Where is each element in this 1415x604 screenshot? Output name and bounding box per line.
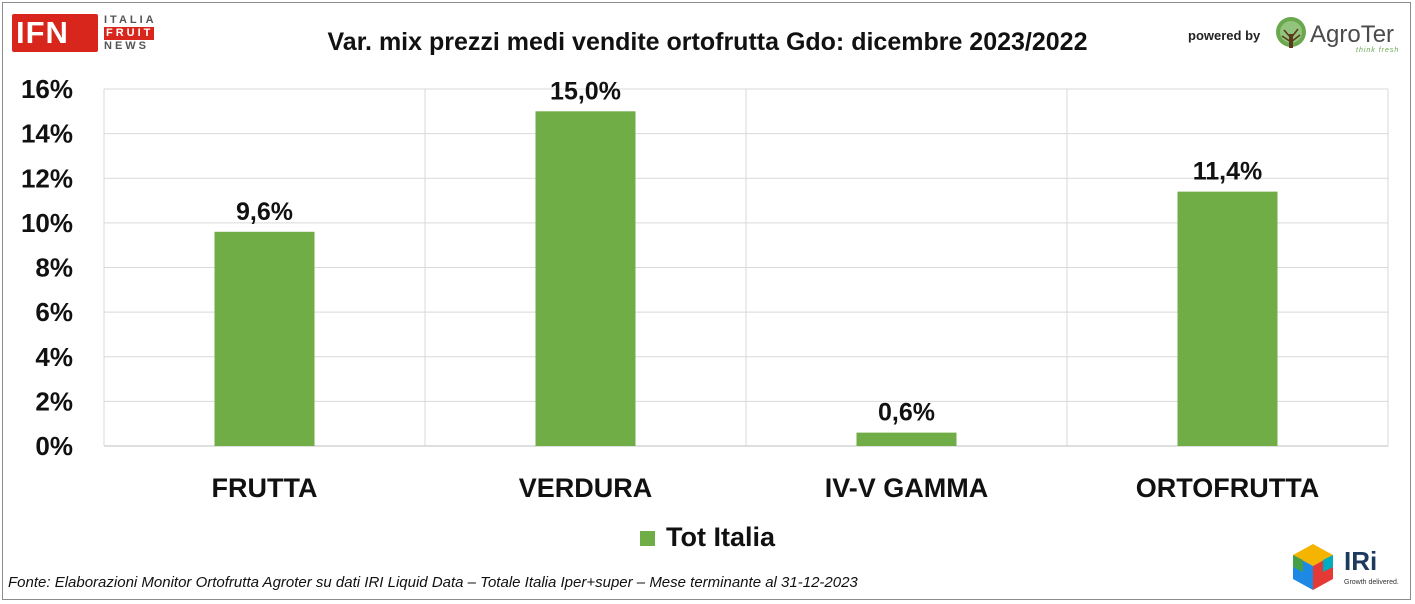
- source-note: Fonte: Elaborazioni Monitor Ortofrutta A…: [8, 574, 858, 591]
- data-label: 11,4%: [1193, 158, 1263, 186]
- y-tick-label: 2%: [35, 386, 73, 416]
- iri-cube-icon: [1293, 544, 1333, 590]
- chart-title: Var. mix prezzi medi vendite ortofrutta …: [327, 28, 1088, 56]
- y-tick-label: 4%: [35, 342, 73, 372]
- agroter-logo: AgroTer think fresh: [1274, 14, 1404, 56]
- y-tick-label: 16%: [21, 74, 73, 104]
- data-label: 9,6%: [236, 198, 293, 226]
- bar: [535, 111, 636, 446]
- ifn-logo-mark: IFN: [16, 15, 69, 50]
- y-tick-label: 10%: [21, 208, 73, 238]
- agroter-tagline: think fresh: [1356, 47, 1400, 54]
- category-label: VERDURA: [519, 473, 653, 503]
- ifn-logo-line1: ITALIA: [104, 14, 157, 26]
- bar: [1177, 191, 1278, 446]
- iri-tagline: Growth delivered.: [1344, 579, 1399, 586]
- y-tick-label: 12%: [21, 163, 73, 193]
- y-tick-label: 0%: [35, 431, 73, 461]
- category-label: IV-V GAMMA: [825, 473, 989, 503]
- powered-by-label: powered by: [1188, 28, 1261, 43]
- iri-name: IRi: [1344, 546, 1378, 576]
- legend-swatch: [640, 531, 655, 546]
- category-label: FRUTTA: [212, 473, 318, 503]
- agroter-name: AgroTer: [1310, 21, 1395, 48]
- data-label: 0,6%: [878, 399, 935, 427]
- bar: [214, 231, 315, 446]
- iri-logo: IRi Growth delivered.: [1290, 540, 1408, 596]
- tree-icon: [1276, 17, 1306, 48]
- ifn-logo-line3: NEWS: [104, 40, 149, 52]
- ifn-logo-words: ITALIA FRUIT NEWS: [104, 14, 164, 53]
- ifn-logo-line2: FRUIT: [104, 27, 154, 40]
- y-tick-label: 6%: [35, 297, 73, 327]
- category-label: ORTOFRUTTA: [1136, 473, 1319, 503]
- bar: [856, 432, 957, 446]
- y-tick-label: 14%: [21, 119, 73, 149]
- data-label: 15,0%: [550, 77, 621, 105]
- y-tick-label: 8%: [35, 253, 73, 283]
- legend-label: Tot Italia: [666, 522, 776, 552]
- ifn-logo-box: IFN: [12, 14, 98, 52]
